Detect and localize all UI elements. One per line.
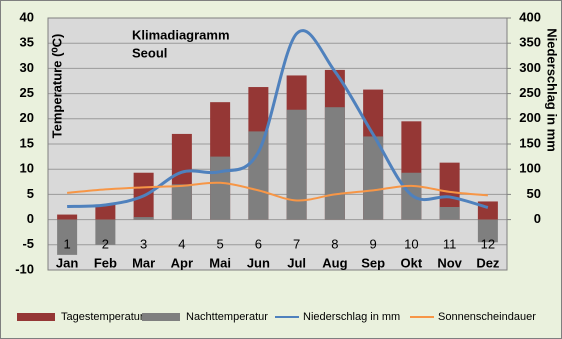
line (67, 181, 488, 202)
y2-tick-label: 400 (519, 9, 541, 24)
legend-label: Tagestemperatur (61, 311, 144, 323)
legend-label: Sonnenscheindauer (438, 311, 536, 323)
bar (248, 131, 269, 220)
y-tick-label: 0 (27, 211, 34, 226)
y-tick-label: 10 (20, 161, 34, 176)
legend-swatch (17, 313, 55, 321)
y2-tick-label: 150 (519, 135, 541, 150)
x-tick-label: Mai (209, 255, 231, 270)
y2-tick-label: 50 (527, 186, 541, 201)
legend-label: Nachttemperatur (186, 311, 268, 323)
bar (171, 184, 192, 220)
x-tick-label: Jan (56, 255, 78, 270)
x-tick-label: Jun (247, 255, 270, 270)
category-number: 1 (64, 236, 71, 251)
x-tick-label: Jul (287, 255, 306, 270)
bar (95, 219, 116, 245)
x-tick-label: Mar (132, 255, 155, 270)
category-number: 4 (178, 236, 185, 251)
category-number: 7 (293, 236, 300, 251)
bar (210, 156, 231, 220)
bar (57, 214, 78, 220)
marks (57, 29, 498, 255)
category-number: 6 (255, 236, 262, 251)
y-axis-title: Temperature (⁰C) (49, 34, 64, 139)
y2-tick-label: 250 (519, 85, 541, 100)
y-tick-label: 25 (20, 85, 34, 100)
y2-tick-label: 0 (534, 211, 541, 226)
category-number: 10 (404, 236, 418, 251)
y2-axis-title: Niederschlag in mm (545, 28, 560, 152)
y2-tick-label: 200 (519, 110, 541, 125)
x-tick-label: Dez (476, 255, 500, 270)
category-number: 3 (140, 236, 147, 251)
chart-subtitle: Seoul (132, 45, 167, 60)
line (67, 29, 489, 209)
chart-title: Klimadiagramm (132, 27, 230, 42)
category-number: 5 (217, 236, 224, 251)
legend-swatch (142, 313, 180, 321)
y-tick-label: 15 (20, 135, 34, 150)
category-number: 8 (331, 236, 338, 251)
y-tick-label: -10 (15, 261, 34, 276)
legend: Tagestemperatur Nachttemperatur Niederschl… (17, 311, 536, 323)
x-tick-label: Sep (361, 255, 385, 270)
y-tick-label: 20 (20, 110, 34, 125)
y2-tick-label: 350 (519, 35, 541, 50)
category-number: 12 (481, 236, 495, 251)
y-tick-label: 40 (20, 9, 34, 24)
category-number: 9 (370, 236, 377, 251)
bar (133, 217, 154, 220)
legend-label: Niederschlag in mm (303, 311, 400, 323)
y-tick-label: 35 (20, 35, 34, 50)
y-tick-label: 5 (27, 186, 34, 201)
bar (95, 204, 116, 220)
y-tick-label: 30 (20, 60, 34, 75)
y-tick-label: -5 (22, 236, 34, 251)
x-tick-label: Okt (401, 255, 423, 270)
x-tick-label: Apr (171, 255, 193, 270)
category-number: 11 (443, 236, 457, 251)
x-tick-label: Aug (322, 255, 347, 270)
y2-tick-label: 100 (519, 161, 541, 176)
y2-tick-label: 300 (519, 60, 541, 75)
bar (57, 219, 78, 255)
bar (477, 219, 498, 243)
x-tick-label: Nov (437, 255, 462, 270)
bar (324, 107, 345, 220)
bar (439, 207, 460, 220)
category-number: 2 (102, 236, 109, 251)
x-tick-label: Feb (94, 255, 117, 270)
bar (286, 109, 307, 220)
bar (363, 136, 384, 220)
